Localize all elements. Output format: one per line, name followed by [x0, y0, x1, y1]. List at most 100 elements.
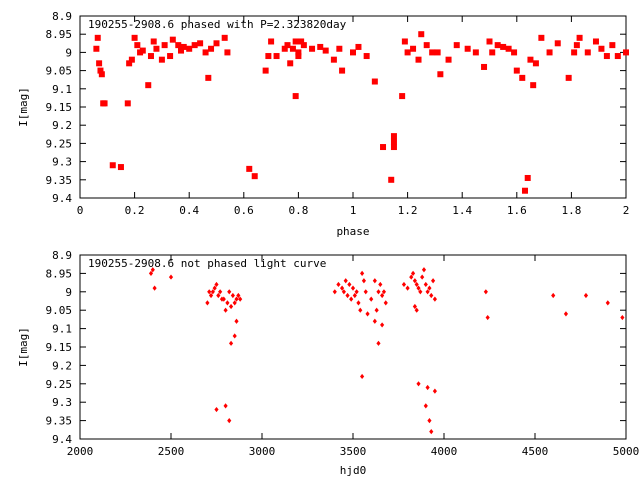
data-point — [420, 274, 425, 280]
data-point — [223, 403, 228, 409]
data-point — [483, 289, 488, 295]
data-point — [349, 296, 354, 302]
data-point — [390, 138, 397, 145]
data-point — [147, 53, 154, 60]
data-point — [227, 418, 232, 424]
x-tick-label: 3000 — [249, 445, 276, 458]
data-point — [262, 67, 269, 74]
data-point — [609, 42, 616, 49]
data-point — [212, 285, 217, 291]
data-point — [425, 384, 430, 391]
data-point — [153, 45, 160, 52]
data-point — [178, 47, 185, 54]
data-point — [221, 296, 226, 302]
data-point — [186, 45, 193, 52]
data-point — [421, 267, 427, 273]
data-point — [191, 42, 198, 49]
x-tick-label: 0 — [77, 204, 84, 217]
data-point — [295, 49, 302, 56]
data-point — [429, 429, 434, 435]
data-point — [519, 74, 526, 81]
data-point — [414, 307, 419, 313]
data-point — [614, 53, 621, 60]
data-point — [369, 296, 374, 302]
y-tick-label: 9.25 — [46, 378, 73, 391]
data-point — [205, 300, 210, 306]
data-point — [494, 42, 501, 49]
data-point — [363, 53, 370, 60]
y-tick-label: 9.4 — [52, 192, 72, 205]
data-point — [401, 38, 408, 45]
data-point — [551, 292, 556, 299]
chart-title: 190255-2908.6 not phased light curve — [88, 257, 326, 270]
data-point — [410, 270, 416, 276]
data-point — [208, 45, 215, 52]
data-point — [309, 45, 316, 52]
x-axis-label: hjd0 — [340, 464, 367, 477]
data-point — [481, 63, 488, 70]
data-point — [150, 38, 157, 45]
y-tick-label: 8.95 — [46, 267, 73, 280]
data-point — [432, 388, 437, 394]
data-point — [96, 60, 103, 67]
data-point — [453, 42, 460, 49]
x-tick-label: 0.6 — [234, 204, 254, 217]
data-point — [571, 49, 578, 56]
data-point — [372, 278, 377, 284]
data-point — [573, 42, 580, 49]
data-point — [429, 292, 434, 299]
data-point — [109, 162, 116, 169]
data-point — [230, 292, 235, 299]
data-point — [432, 296, 437, 302]
data-point — [236, 292, 241, 299]
data-point — [489, 49, 496, 56]
data-point — [145, 82, 152, 89]
data-point — [360, 270, 365, 276]
data-point — [94, 34, 101, 41]
data-point — [472, 49, 479, 56]
data-point — [134, 42, 141, 49]
data-point — [161, 42, 168, 49]
data-point — [292, 93, 299, 100]
data-point — [352, 292, 357, 299]
data-point — [234, 296, 239, 302]
y-tick-label: 9.2 — [52, 119, 72, 132]
data-point — [175, 42, 182, 49]
data-point — [486, 38, 493, 45]
data-point — [284, 42, 291, 49]
data-point — [374, 307, 379, 313]
x-tick-label: 2000 — [67, 445, 94, 458]
data-point — [412, 278, 417, 284]
data-point — [289, 45, 296, 52]
data-point — [340, 285, 345, 291]
x-tick-label: 3500 — [340, 445, 367, 458]
phased-light-curve-panel: 0 0.2 0.4 0.6 0.8 1 1.2 1.4 1.6 1.8 2 8.9 8.95 9 9.05 9… — [17, 10, 629, 238]
data-point — [268, 38, 275, 45]
data-point — [500, 43, 507, 50]
unphased-light-curve-panel: 2000 2500 3000 3500 4000 4500 5000 8.9 8.95 9 9.05… — [17, 249, 639, 477]
y-tick-label: 9 — [65, 46, 72, 59]
data-point — [576, 34, 583, 41]
x-tick-label: 0.2 — [125, 204, 145, 217]
data-point — [404, 49, 411, 56]
y-tick-label: 9.35 — [46, 415, 73, 428]
data-point — [330, 56, 337, 63]
data-point — [505, 45, 512, 52]
data-point — [124, 100, 131, 107]
data-point — [167, 53, 174, 60]
x-tick-label: 0.4 — [179, 204, 199, 217]
y-tick-label: 9.1 — [52, 323, 72, 336]
data-point — [131, 34, 138, 41]
data-point — [281, 45, 288, 52]
data-point — [445, 56, 452, 63]
data-point — [234, 318, 239, 324]
x-tick-label: 1.4 — [452, 204, 472, 217]
data-point — [360, 373, 365, 380]
data-point — [180, 43, 187, 50]
data-point — [399, 93, 406, 100]
x-tick-label: 5000 — [613, 445, 640, 458]
data-point — [341, 289, 346, 295]
data-point — [380, 144, 387, 151]
data-point — [390, 144, 397, 151]
